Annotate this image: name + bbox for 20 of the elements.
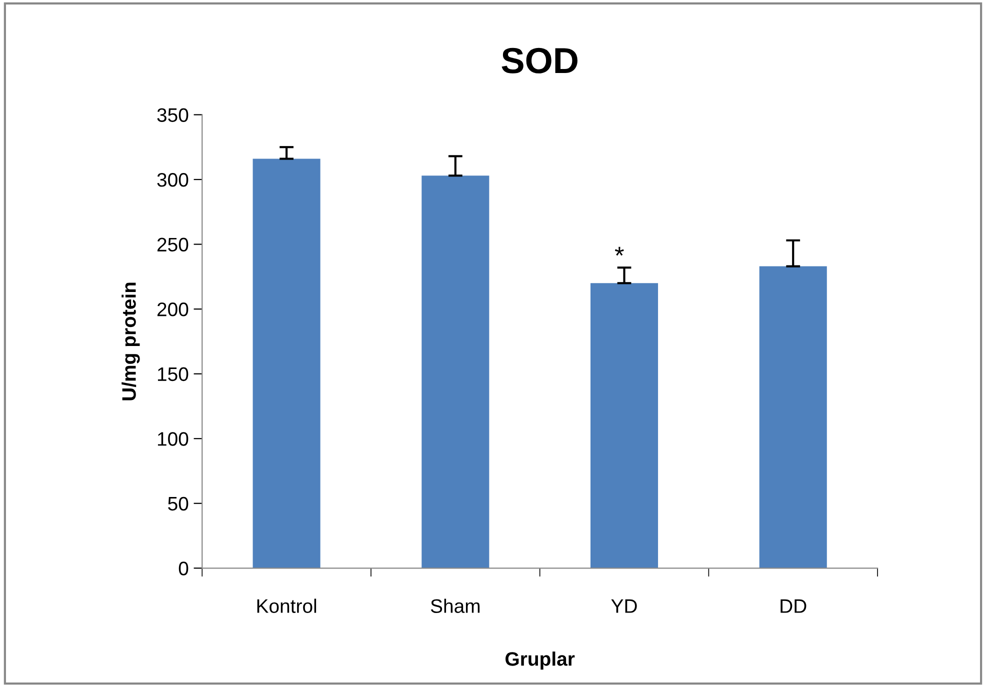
- bar: [590, 283, 658, 568]
- y-tick-label: 50: [168, 496, 188, 511]
- y-tick-label: 0: [178, 562, 188, 576]
- x-tick-label: DD: [780, 599, 806, 613]
- bar: [759, 266, 827, 568]
- y-tick-label: 300: [157, 172, 188, 187]
- x-axis-title: Gruplar: [506, 652, 575, 670]
- bar: [252, 158, 320, 568]
- annotation: *: [614, 246, 624, 256]
- x-tick-label: Sham: [430, 598, 480, 613]
- y-tick-label: 150: [158, 367, 188, 382]
- y-tick-label: 100: [158, 432, 188, 446]
- y-axis-title: U/mg protein: [122, 282, 140, 400]
- x-tick-label: Kontrol: [257, 598, 316, 613]
- y-tick-label: 200: [157, 302, 188, 316]
- chart-title: SOD: [502, 48, 578, 74]
- bar: [422, 176, 490, 568]
- y-tick-label: 350: [157, 108, 188, 122]
- y-tick-label: 250: [157, 238, 188, 252]
- x-tick-label: YD: [611, 599, 637, 613]
